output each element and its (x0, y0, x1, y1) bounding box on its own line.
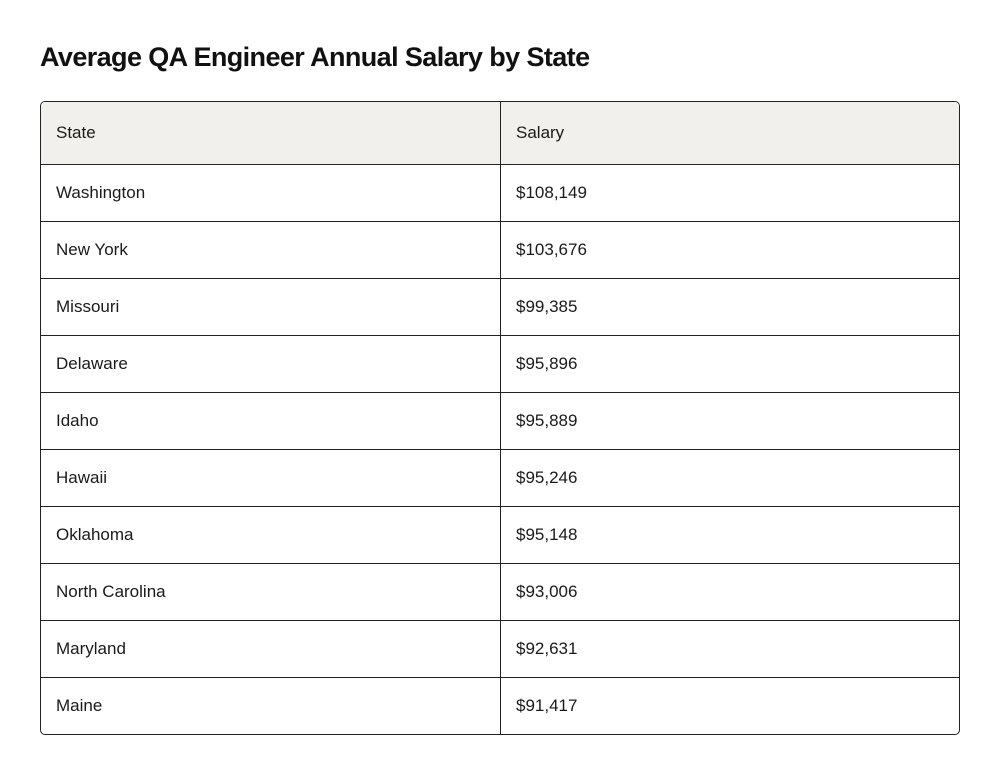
state-cell: Oklahoma (56, 525, 134, 544)
table-row: Washington $108,149 (41, 164, 959, 221)
table-row: Maryland $92,631 (41, 620, 959, 677)
salary-cell: $91,417 (500, 678, 959, 734)
salary-table: State Salary Washington $108,149 New York $… (40, 101, 960, 735)
state-cell: Maine (56, 696, 103, 715)
table-row: Idaho $95,889 (41, 392, 959, 449)
salary-cell: $103,676 (500, 222, 959, 278)
state-cell: Washington (56, 183, 146, 202)
page-title: Average QA Engineer Annual Salary by Sta… (40, 42, 590, 72)
state-cell: Idaho (56, 411, 99, 430)
table-row: North Carolina $93,006 (41, 563, 959, 620)
header-salary: Salary (500, 102, 959, 164)
state-cell: New York (56, 240, 128, 259)
table-row: Delaware $95,896 (41, 335, 959, 392)
table-row: Missouri $99,385 (41, 278, 959, 335)
salary-cell: $99,385 (500, 279, 959, 335)
state-cell: Missouri (56, 297, 120, 316)
state-cell: Delaware (56, 354, 128, 373)
table-header-row: State Salary (41, 102, 959, 164)
salary-cell: $95,148 (500, 507, 959, 563)
salary-cell: $95,889 (500, 393, 959, 449)
table-row: Hawaii $95,246 (41, 449, 959, 506)
table-row: Oklahoma $95,148 (41, 506, 959, 563)
salary-cell: $95,896 (500, 336, 959, 392)
salary-cell: $108,149 (500, 165, 959, 221)
state-cell: Hawaii (56, 468, 108, 487)
salary-cell: $93,006 (500, 564, 959, 620)
table-row: New York $103,676 (41, 221, 959, 278)
table-row: Maine $91,417 (41, 677, 959, 734)
state-cell: North Carolina (56, 582, 166, 601)
salary-cell: $92,631 (500, 621, 959, 677)
salary-cell: $95,246 (500, 450, 959, 506)
header-state: State (56, 123, 96, 142)
state-cell: Maryland (56, 639, 126, 658)
